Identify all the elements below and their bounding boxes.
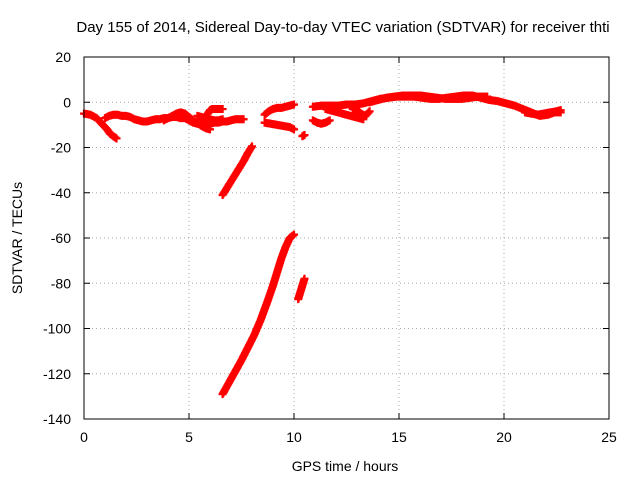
x-tick-label: 15 bbox=[391, 429, 407, 445]
data-point bbox=[206, 125, 214, 134]
series-seg17 bbox=[521, 106, 565, 119]
tick-labels: 0 5 10 15 20 25 -140 -120 -100 -80 -60 -40 -20 0 20 bbox=[43, 49, 617, 445]
data-point bbox=[300, 131, 309, 140]
series-seg16 bbox=[365, 91, 492, 107]
data-point bbox=[290, 100, 298, 109]
data-point bbox=[239, 115, 248, 124]
data-point bbox=[112, 134, 121, 143]
data-point bbox=[248, 142, 256, 151]
data-point bbox=[300, 274, 309, 283]
chart-title: Day 155 of 2014, Sidereal Day-to-day VTE… bbox=[76, 19, 609, 36]
y-tick-label: -140 bbox=[43, 411, 71, 427]
y-tick-label: -20 bbox=[51, 140, 71, 156]
y-tick-label: 0 bbox=[63, 94, 71, 110]
y-tick-label: -120 bbox=[43, 366, 71, 382]
data-point bbox=[556, 106, 565, 115]
y-tick-label: -40 bbox=[51, 185, 71, 201]
series-seg7 bbox=[218, 230, 298, 399]
x-tick-label: 0 bbox=[80, 429, 88, 445]
y-tick-label: -100 bbox=[43, 321, 71, 337]
axis-ticks bbox=[83, 56, 610, 420]
series-seg6 bbox=[218, 142, 256, 200]
data-points bbox=[80, 91, 565, 399]
series-seg10 bbox=[294, 274, 309, 304]
series-seg5 bbox=[203, 105, 227, 118]
x-tick-label: 5 bbox=[185, 429, 193, 445]
series-seg8 bbox=[260, 100, 298, 119]
data-point bbox=[483, 92, 492, 101]
series-seg1 bbox=[80, 109, 121, 143]
y-tick-label: 20 bbox=[55, 49, 71, 65]
series-seg3 bbox=[159, 108, 214, 134]
x-tick-label: 10 bbox=[286, 429, 302, 445]
y-tick-label: -60 bbox=[51, 230, 71, 246]
series-seg15 bbox=[348, 105, 374, 120]
y-tick-label: -80 bbox=[51, 275, 71, 291]
data-point bbox=[290, 125, 298, 134]
series-seg11 bbox=[298, 131, 309, 141]
data-point bbox=[325, 116, 334, 125]
x-tick-label: 25 bbox=[601, 429, 617, 445]
series-seg4 bbox=[193, 111, 227, 125]
data-point bbox=[290, 230, 298, 239]
data-point bbox=[365, 107, 374, 116]
data-point bbox=[218, 115, 227, 124]
series-seg12 bbox=[308, 116, 334, 128]
data-point bbox=[218, 105, 227, 114]
x-tick-label: 20 bbox=[496, 429, 512, 445]
x-axis-label: GPS time / hours bbox=[292, 458, 399, 474]
y-axis-label: SDTVAR / TECUs bbox=[9, 182, 25, 294]
series-seg9 bbox=[260, 118, 298, 134]
